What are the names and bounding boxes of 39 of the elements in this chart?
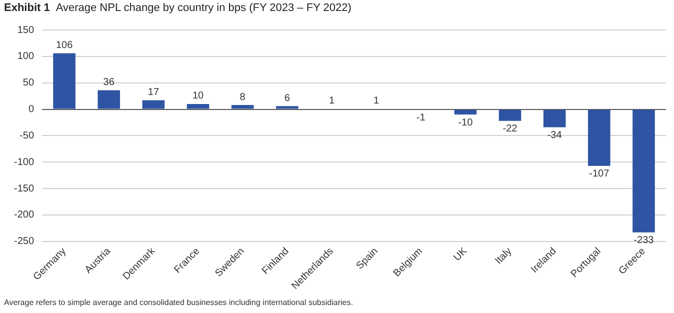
bar: [588, 110, 610, 166]
data-label: 106: [56, 40, 74, 52]
bar: [276, 106, 298, 109]
y-tick-label: 50: [22, 78, 34, 89]
data-label: 10: [192, 90, 204, 102]
data-label: 36: [103, 76, 115, 88]
chart-subtitle: Average NPL change by country in bps (FY 2023 – FY 2022): [56, 2, 352, 14]
bar: [454, 110, 477, 115]
y-tick-label: -50: [20, 130, 34, 142]
x-tick-label: UK: [452, 246, 470, 264]
bar: [142, 100, 165, 109]
bar: [98, 90, 120, 109]
data-label: 1: [374, 95, 380, 106]
y-tick-label: -250: [14, 236, 34, 248]
y-tick-label: -150: [14, 183, 34, 194]
data-label: -10: [458, 117, 474, 128]
y-tick-label: 0: [28, 104, 34, 116]
data-label: 8: [240, 92, 246, 103]
data-label: 17: [148, 87, 160, 98]
bar: [186, 104, 210, 109]
data-label: -1: [416, 112, 426, 124]
data-label: 1: [328, 95, 335, 106]
bar: [632, 110, 655, 232]
data-label: 6: [284, 92, 290, 104]
bar: [231, 105, 254, 109]
data-label: -233: [634, 235, 654, 246]
x-tick-label: Italy: [493, 246, 514, 267]
bar: [498, 110, 522, 121]
y-tick-label: 150: [17, 24, 34, 36]
text: Average refers to simple average and consolidated businesses including international subsidiaries.: [4, 298, 353, 307]
data-label: -107: [589, 168, 610, 180]
bar: [543, 110, 566, 128]
y-tick-label: -100: [14, 156, 34, 168]
chart-title: Exhibit 1: [4, 2, 50, 14]
y-tick-label: 100: [17, 51, 34, 62]
data-label: -22: [502, 124, 518, 135]
bar: [53, 53, 76, 109]
y-tick-label: -200: [14, 210, 34, 221]
data-label: -34: [547, 130, 562, 141]
